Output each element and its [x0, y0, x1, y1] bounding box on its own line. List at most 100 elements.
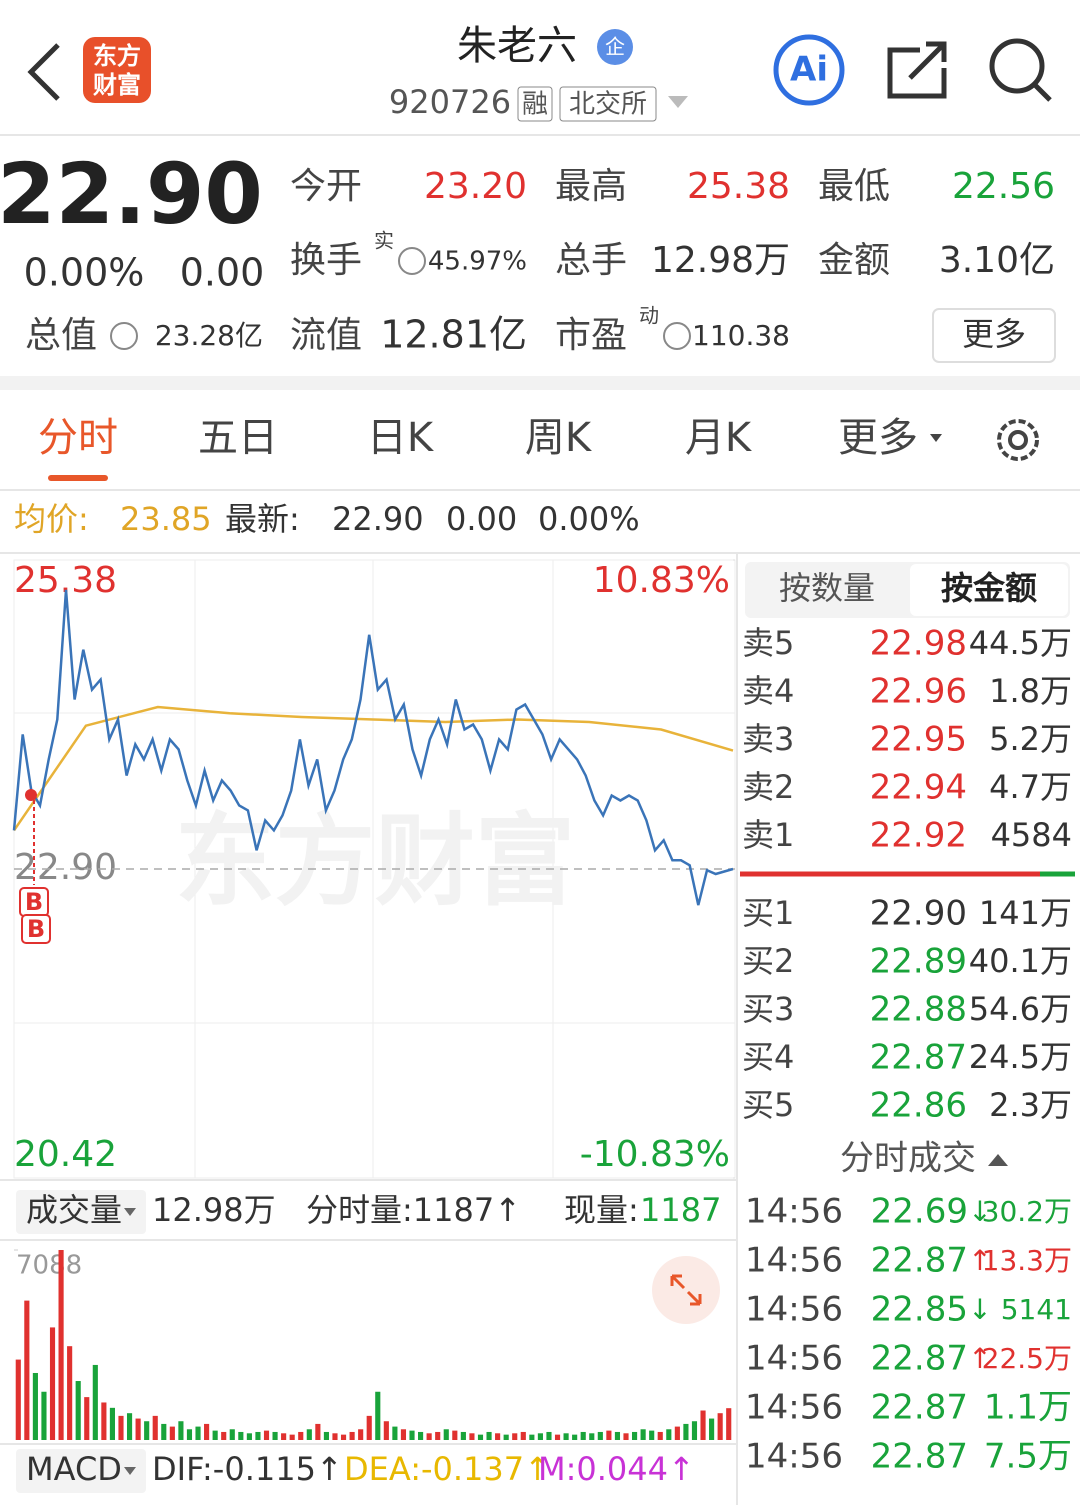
ask-label: 卖3 — [742, 720, 794, 758]
volume-bar — [529, 1434, 535, 1440]
field-value: 12.98万 — [651, 240, 790, 281]
settings-button[interactable] — [997, 419, 1039, 461]
field-value: 12.81亿 — [380, 313, 527, 357]
volume-bar — [563, 1433, 569, 1440]
volume-bar — [340, 1434, 347, 1440]
tab[interactable]: 五日 — [198, 415, 278, 461]
volume-bar — [32, 1372, 38, 1440]
stock-name: 朱老六 — [457, 23, 577, 69]
bid-price: 22.87 — [870, 1038, 967, 1078]
volume-bar — [263, 1430, 270, 1440]
field-sup: 实 — [374, 229, 394, 253]
volume-bar — [657, 1431, 663, 1440]
ask-price: 22.94 — [870, 768, 967, 808]
trade-price: 22.87 — [871, 1241, 968, 1281]
field-label: 金额 — [818, 240, 890, 281]
back-button[interactable] — [27, 43, 60, 101]
volume-bar — [452, 1430, 458, 1440]
volume-bar — [67, 1346, 73, 1440]
ai-button[interactable] — [773, 34, 845, 106]
y-tick-label: 22.90 — [14, 847, 117, 888]
volume-bar — [469, 1433, 475, 1440]
tag: 融 — [522, 90, 548, 120]
tab[interactable]: 月K — [685, 415, 753, 461]
volume-bar — [546, 1431, 552, 1440]
bid-amount: 54.6万 — [969, 990, 1072, 1028]
volume-bar — [358, 1429, 364, 1440]
badge-text: 企 — [605, 35, 625, 59]
trade-time: 14:56 — [745, 1241, 843, 1281]
volume-bar — [631, 1431, 638, 1440]
volume-bar — [589, 1433, 595, 1440]
logo — [83, 37, 151, 103]
search-button[interactable] — [989, 38, 1045, 94]
volume-bar — [640, 1429, 646, 1440]
book-tab[interactable]: 按金额 — [941, 569, 1037, 607]
volume-bar — [495, 1433, 501, 1440]
tab[interactable]: 日K — [367, 415, 435, 461]
volume-bar — [101, 1402, 107, 1440]
y2-tick-label: -10.83% — [580, 1134, 730, 1175]
volume-bar — [349, 1431, 355, 1440]
volume-bar — [195, 1426, 201, 1440]
trade-dir: ↑ — [968, 1342, 991, 1375]
bid-label: 买1 — [742, 894, 794, 932]
tab[interactable]: 分时 — [38, 415, 118, 461]
field-value: 23.20 — [424, 166, 527, 207]
ask-price: 22.98 — [870, 624, 967, 664]
ask-label: 卖5 — [742, 624, 794, 662]
volume-bar — [49, 1327, 56, 1440]
volume-bar — [460, 1431, 466, 1440]
info-change: 0.00 — [446, 500, 517, 538]
volume-bar — [597, 1431, 603, 1440]
trade-time: 14:56 — [745, 1290, 843, 1330]
field-value: 22.56 — [952, 166, 1055, 207]
ask-amount: 44.5万 — [969, 624, 1072, 662]
field-value: 25.38 — [687, 166, 790, 207]
volume-bar — [606, 1430, 612, 1440]
tab[interactable]: 周K — [525, 415, 593, 461]
latest-value: 22.90 — [332, 500, 424, 538]
trade-dir: ↑ — [968, 1244, 991, 1277]
volume-bar — [306, 1429, 312, 1440]
ask-price: 22.96 — [870, 672, 967, 712]
volume-bar — [169, 1426, 175, 1440]
macd-label: MACD — [26, 1450, 122, 1488]
info-icon — [398, 247, 426, 275]
field-label: 总值 — [25, 315, 97, 356]
volume-bar — [674, 1426, 680, 1440]
volume-bar — [666, 1429, 672, 1440]
trades-caret — [988, 1154, 1008, 1166]
expand-button[interactable] — [652, 1256, 720, 1324]
ask-amount: 5.2万 — [989, 720, 1072, 758]
trade-dir: ↓ — [968, 1293, 991, 1326]
search-handle — [1033, 83, 1052, 102]
bid-price: 22.88 — [870, 990, 967, 1030]
volume-selector[interactable] — [16, 1190, 146, 1234]
price: 22.90 — [0, 145, 263, 243]
volume-bar — [144, 1421, 150, 1440]
volume-now-label: 现量: — [564, 1191, 639, 1229]
trade-time: 14:56 — [745, 1192, 843, 1232]
volume-bar — [700, 1410, 706, 1440]
volume-bar — [520, 1431, 526, 1440]
ask-price: 22.95 — [870, 720, 967, 760]
volume-bar — [443, 1429, 449, 1440]
divider-band — [0, 376, 1080, 390]
ask-amount: 4584 — [991, 816, 1072, 854]
share-button[interactable] — [887, 41, 947, 99]
tab[interactable]: 更多 — [838, 415, 918, 461]
macd-selector[interactable] — [16, 1449, 146, 1493]
field-label: 市盈 — [555, 315, 627, 356]
volume-bar — [323, 1431, 329, 1440]
buy-marker-text: B — [27, 915, 45, 943]
ai-text: Ai — [790, 50, 828, 90]
book-tab-active[interactable] — [910, 564, 1068, 616]
more-button-label: 更多 — [962, 315, 1026, 353]
volume-bar — [84, 1397, 90, 1440]
more-button[interactable] — [932, 308, 1056, 363]
book-tab[interactable]: 按数量 — [779, 569, 875, 607]
info-change-pct: 0.00% — [538, 500, 640, 538]
ask-price: 22.92 — [870, 816, 967, 856]
field-label: 换手 — [290, 240, 362, 281]
